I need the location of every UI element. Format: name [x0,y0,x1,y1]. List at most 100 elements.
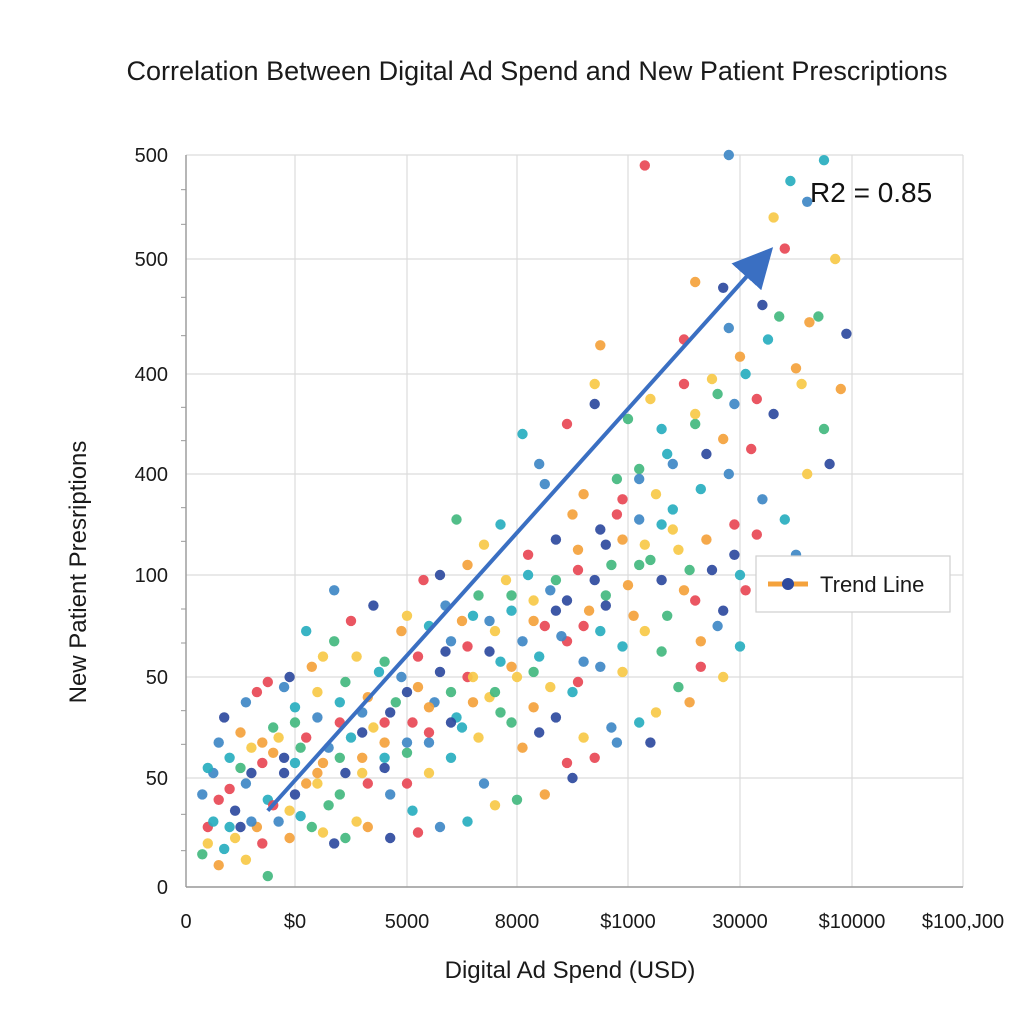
data-point [729,519,740,530]
data-point [578,732,589,743]
data-point [528,702,539,713]
data-point [567,686,578,698]
data-point [462,559,473,571]
data-point [467,610,479,621]
data-point [622,580,634,591]
data-point [390,697,401,708]
data-point [589,574,600,586]
data-point [768,408,779,420]
data-point [678,378,690,390]
data-point [813,311,824,322]
data-point [785,175,796,187]
data-point [489,800,501,811]
data-point [456,615,468,627]
data-point [835,383,846,395]
data-point [334,697,345,708]
y-tick-label: 400 [135,364,168,386]
axes [185,155,963,888]
chart-title: Correlation Between Digital Ad Spend and… [127,56,948,86]
data-point [572,544,584,555]
data-point [723,149,734,161]
data-point [628,610,639,621]
x-axis-label: Digital Ad Spend (USD) [445,957,696,984]
data-point [684,564,695,576]
data-point [312,778,323,789]
data-point [678,585,690,596]
data-point [606,722,617,733]
data-point [379,717,390,728]
data-point [634,463,645,475]
data-point [423,737,435,748]
data-point [595,661,606,672]
data-point [407,805,418,816]
data-point [595,625,606,637]
data-point [246,816,257,827]
data-point [712,620,723,632]
data-point [729,549,740,560]
data-point [818,423,830,435]
y-tick-label: 400 [135,464,168,486]
data-point [407,717,418,728]
data-point [368,600,379,611]
data-point [617,534,628,545]
data-point [656,519,667,530]
data-point [522,549,534,560]
data-point [484,646,495,657]
data-point [284,671,295,683]
data-point [583,605,595,616]
data-point [262,870,273,882]
data-point [235,821,246,833]
data-point [667,458,678,470]
data-point [257,757,268,769]
data-point [385,707,396,718]
data-point [379,656,390,667]
data-point [323,800,334,811]
data-point [534,458,545,470]
data-point [818,155,830,166]
data-point [517,742,528,753]
data-point [278,681,290,693]
data-point [423,767,435,779]
data-point [440,646,451,657]
data-point [841,328,852,339]
data-point [634,717,645,728]
data-point [278,752,290,763]
data-point [240,778,252,789]
data-point [550,574,562,586]
data-point [539,620,550,632]
data-point [301,778,312,789]
data-point [734,351,746,362]
data-point [695,661,706,672]
data-point [561,595,573,606]
data-point [351,816,362,827]
x-tick-label: $1000 [600,911,656,933]
x-tick-label: 30000 [712,911,768,933]
data-point [662,448,673,460]
data-point [312,767,323,779]
data-point [650,489,662,500]
data-point [757,299,768,311]
data-point [634,514,645,525]
data-point [379,752,390,763]
data-point [790,363,802,374]
data-point [273,816,284,827]
data-point [412,827,424,838]
data-point [667,524,678,535]
data-point [202,838,213,849]
data-point [257,737,268,748]
data-point [718,282,729,293]
data-point [495,707,506,718]
data-point [317,651,329,662]
data-point [706,564,718,576]
data-point [379,737,390,748]
r-squared-annotation: R2 = 0.85 [810,177,932,208]
data-point [357,727,368,738]
data-point [695,636,706,647]
data-point [701,534,712,545]
data-point [506,661,517,672]
data-point [606,559,617,571]
data-point [273,732,284,743]
data-point [473,590,484,601]
